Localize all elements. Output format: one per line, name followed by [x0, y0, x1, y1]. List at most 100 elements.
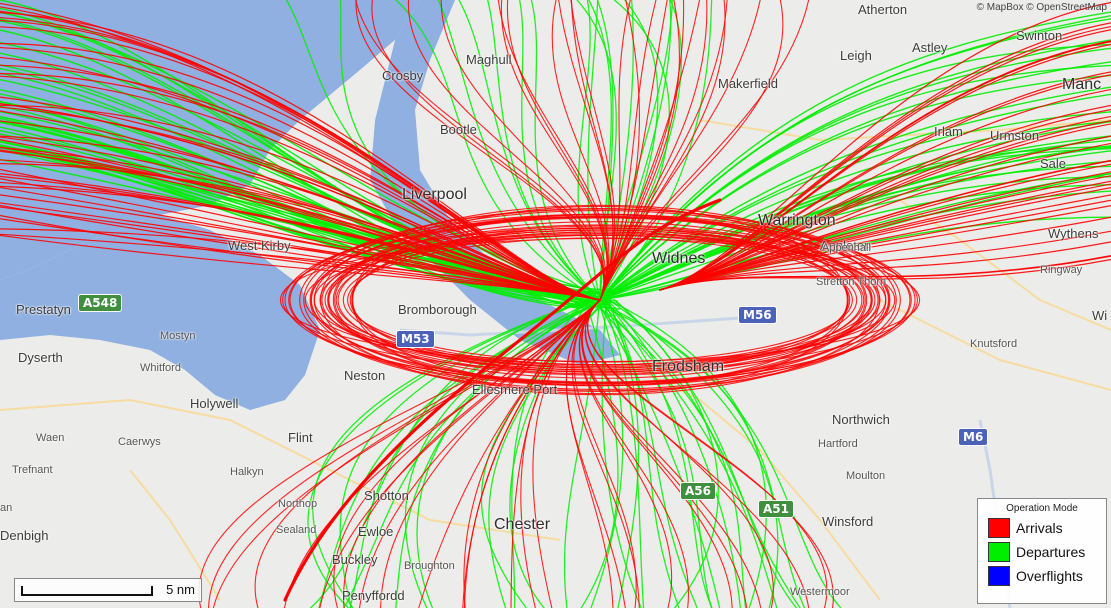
legend-item-arrivals[interactable]: Arrivals	[988, 518, 1106, 538]
legend: Operation Mode Arrivals Departures Overf…	[977, 498, 1107, 604]
road-shield-a548: A548	[78, 294, 123, 312]
arrival-track	[380, 299, 601, 608]
departure-track	[577, 0, 601, 301]
departure-track	[307, 299, 590, 608]
place-ewloe: Ewloe	[358, 524, 394, 539]
arrival-track	[659, 255, 1111, 291]
road-shield-a56: A56	[680, 482, 716, 500]
arrival-track	[299, 208, 901, 392]
arrival-track	[571, 299, 640, 608]
place-broughton: Broughton	[404, 560, 455, 572]
arrival-track	[0, 75, 601, 301]
place-warrington: Warrington	[758, 212, 836, 229]
place-wi: Wi	[1092, 308, 1108, 323]
map-attribution[interactable]: © MapBox © OpenStreetMap	[976, 2, 1107, 13]
arrival-track	[659, 25, 1111, 291]
arrival-track	[283, 299, 601, 608]
departure-track	[587, 0, 601, 301]
arrival-track	[337, 227, 863, 373]
departure-track	[563, 299, 601, 608]
place-northop: Northop	[278, 498, 318, 510]
scale-bar-label: 5 nm	[166, 582, 195, 597]
place-frodsham: Frodsham	[652, 358, 725, 375]
arrival-track	[371, 0, 605, 301]
place-waen: Waen	[36, 432, 65, 444]
departure-track	[606, 299, 680, 608]
place-prestatyn: Prestatyn	[16, 302, 71, 317]
place-leigh: Leigh	[840, 48, 872, 63]
place-winsford: Winsford	[822, 514, 874, 529]
arrival-track	[599, 0, 728, 301]
arrival-track	[581, 299, 762, 608]
place-crosby: Crosby	[382, 68, 424, 83]
arrival-track	[288, 216, 912, 384]
departure-track	[580, 299, 619, 608]
legend-label-overflights: Overflights	[1016, 568, 1083, 584]
departure-track	[602, 299, 698, 608]
place-buckley: Buckley	[332, 552, 378, 567]
departure-track	[590, 299, 801, 608]
arrival-track	[520, 299, 601, 608]
arrival-track	[0, 64, 601, 301]
arrival-track	[565, 299, 626, 608]
place-stretton: Stretton Thorn	[816, 276, 887, 288]
departure-track	[607, 299, 742, 608]
departure-track	[591, 299, 713, 608]
place-irlam: Irlam	[934, 124, 963, 139]
legend-swatch-arrivals	[988, 518, 1010, 538]
arrival-track	[282, 227, 918, 373]
place-appleton: Appleton	[820, 238, 872, 253]
arrival-track	[0, 96, 601, 301]
departure-track	[604, 299, 713, 608]
place-manc: Manc	[1062, 76, 1102, 93]
scale-bar-line	[21, 586, 153, 596]
arrival-track	[0, 110, 601, 301]
arrival-track	[579, 299, 690, 608]
departure-track	[599, 0, 683, 301]
place-northwich: Northwich	[832, 412, 890, 427]
place-swinton: Swinton	[1016, 28, 1063, 43]
departure-track	[592, 299, 806, 608]
legend-label-arrivals: Arrivals	[1016, 520, 1063, 536]
departure-track	[586, 299, 842, 608]
arrival-track	[0, 104, 601, 301]
place-widnes: Widnes	[652, 250, 706, 267]
arrival-track	[343, 299, 601, 608]
place-penyffordd: Penyffordd	[342, 588, 405, 603]
departure-track	[404, 299, 604, 608]
arrival-track	[0, 218, 601, 301]
place-an: an	[0, 502, 13, 514]
departure-track	[601, 299, 645, 608]
place-ringway: Ringway	[1040, 264, 1083, 276]
place-astley: Astley	[912, 40, 948, 55]
arrival-track	[334, 215, 866, 385]
place-westkirby: West Kirby	[228, 238, 291, 253]
place-whitford: Whitford	[140, 362, 181, 374]
place-maghull: Maghull	[466, 52, 512, 67]
arrival-track	[659, 171, 1111, 291]
departure-track	[309, 299, 588, 608]
departure-track	[599, 86, 1111, 301]
departure-track	[509, 299, 592, 608]
arrival-track	[659, 115, 1111, 291]
place-holywell: Holywell	[190, 396, 239, 411]
place-westermoor: Westermoor	[790, 586, 850, 598]
legend-item-departures[interactable]: Departures	[988, 542, 1106, 562]
arrival-track	[198, 299, 601, 608]
place-atherton: Atherton	[858, 2, 908, 17]
place-hartford: Hartford	[818, 438, 858, 450]
place-liverpool: Liverpool	[402, 186, 467, 203]
arrival-track	[0, 42, 601, 301]
place-ellesmere: Ellesmere Port	[472, 382, 558, 397]
departure-track	[599, 172, 1111, 301]
arrival-track	[587, 299, 828, 608]
legend-item-overflights[interactable]: Overflights	[988, 566, 1106, 586]
arrival-track	[0, 149, 601, 301]
place-makerfield: Makerfield	[718, 76, 778, 91]
arrival-track	[659, 230, 1111, 291]
arrival-track	[440, 0, 606, 301]
arrival-track	[319, 299, 601, 608]
